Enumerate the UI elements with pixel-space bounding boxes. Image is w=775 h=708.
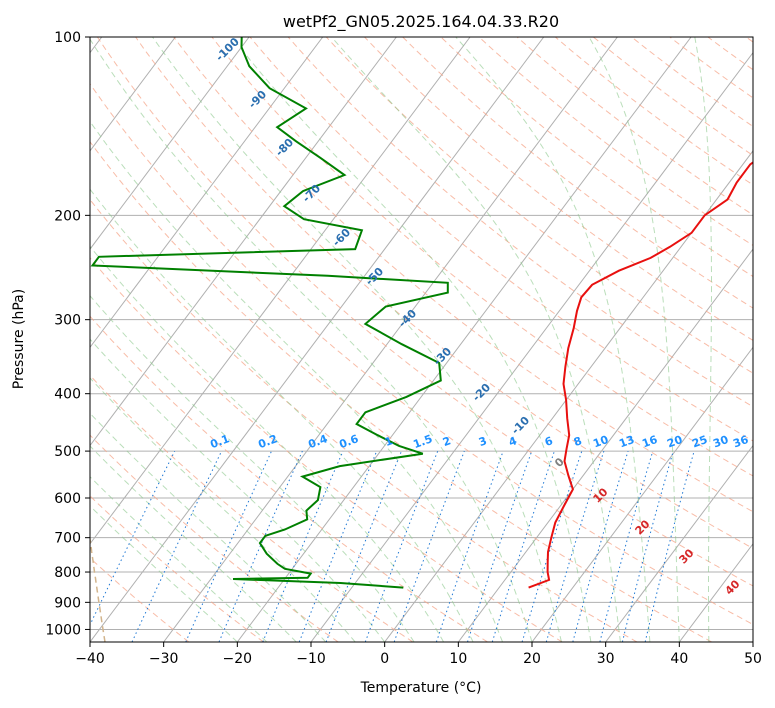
x-axis-tick-label: −20 <box>223 651 253 667</box>
x-axis-tick-label: 50 <box>744 651 762 667</box>
x-axis-tick-label: 30 <box>597 651 615 667</box>
moist-adiabat-line <box>90 505 238 642</box>
isotherm-line <box>90 37 545 642</box>
isotherm-line <box>310 51 753 642</box>
dry-adiabat-line <box>249 37 753 442</box>
dry-adiabat-line <box>211 37 753 477</box>
moist-adiabat-line <box>231 37 592 642</box>
x-axis-tick-label: 10 <box>449 651 467 667</box>
moist-adiabat-line <box>90 445 297 642</box>
x-axis-tick-label: −40 <box>75 651 105 667</box>
y-axis-tick-label: 700 <box>54 531 81 547</box>
isotherm-line <box>605 444 753 642</box>
mixing-ratio-line <box>521 450 583 642</box>
y-axis-tick-label: 300 <box>54 313 81 329</box>
x-axis-tick-label: 40 <box>670 651 688 667</box>
mixing-ratio-line <box>131 450 223 642</box>
dry-adiabat-line <box>90 83 753 625</box>
mixing-ratio-line <box>467 450 533 642</box>
isotherm-line <box>457 248 753 642</box>
mixing-ratio-label: 4 <box>507 434 519 449</box>
moist-adiabat-line <box>90 412 327 642</box>
moist-adiabat-line <box>455 37 651 642</box>
moist-adiabat-line <box>90 476 268 642</box>
dry-adiabat-line <box>90 256 563 642</box>
mixing-ratio-line <box>572 450 629 642</box>
moist-adiabat-line <box>90 120 503 642</box>
isotherm-line <box>90 37 250 250</box>
isotherm-line <box>236 37 692 642</box>
mixing-ratio-line <box>364 450 439 642</box>
mixing-ratio-line <box>545 450 605 642</box>
moist-adiabat-line <box>90 295 415 642</box>
dry-adiabat-line <box>135 37 753 550</box>
y-axis-tick-label: 600 <box>54 491 81 507</box>
mixing-ratio-label: 3 <box>477 434 489 449</box>
moist-adiabat-line <box>694 37 712 642</box>
mixing-ratio-label: 25 <box>690 433 709 450</box>
isotherm-line <box>90 37 324 349</box>
y-axis-tick-label: 200 <box>54 208 81 224</box>
y-axis-tick-label: 500 <box>54 444 81 460</box>
dry-adiabat-line <box>364 37 753 341</box>
dewpoint-profile-line <box>90 37 449 589</box>
moist-adiabat-line <box>152 37 562 642</box>
moist-adiabat-line <box>90 338 386 642</box>
y-axis-tick-label: 1000 <box>45 622 81 638</box>
mixing-ratio-line <box>491 450 555 642</box>
moist-adiabat-line <box>588 37 680 642</box>
dry-adiabat-line <box>402 37 753 309</box>
x-axis-tick-label: −10 <box>296 651 326 667</box>
isotherm-line <box>90 37 176 152</box>
ccl-curve-line <box>90 533 106 642</box>
x-axis-label: Temperature (°C) <box>360 680 482 696</box>
mixing-ratio-label: 2 <box>441 434 453 449</box>
isotherm-line <box>90 37 397 447</box>
chart-title: wetPf2_GN05.2025.164.04.33.R20 <box>283 12 559 32</box>
mixing-ratio-label: 1 <box>383 434 395 449</box>
dry-adiabat-line <box>90 374 414 642</box>
x-axis-tick-label: −30 <box>149 651 179 667</box>
mixing-ratio-label: 0.4 <box>306 432 329 451</box>
isotherm-line <box>384 150 753 642</box>
isotherm-line <box>531 346 753 642</box>
y-axis-tick-label: 400 <box>54 387 81 403</box>
mixing-ratio-label: 13 <box>617 433 636 450</box>
mixing-ratio-label: 0.2 <box>256 432 279 451</box>
mixing-ratio-line <box>325 450 402 642</box>
mixing-ratio-label: 30 <box>711 433 730 451</box>
dry-adiabat-line <box>96 37 753 587</box>
plot-area <box>90 37 753 642</box>
isotherm-line <box>163 37 618 642</box>
moist-adiabat-line <box>90 188 474 642</box>
temperature-profile-line <box>528 161 753 589</box>
mixing-ratio-label: 8 <box>572 434 584 449</box>
mixing-ratio-line <box>90 450 176 626</box>
dry-adiabat-line <box>90 198 638 642</box>
x-axis-tick-label: 20 <box>523 651 541 667</box>
y-axis-tick-label: 900 <box>54 595 81 611</box>
mixing-ratio-label: 16 <box>640 433 659 451</box>
moist-adiabat-line <box>90 38 533 642</box>
mixing-ratio-label: 0.1 <box>208 432 231 451</box>
mixing-ratio-label: 10 <box>591 433 610 451</box>
dry-adiabat-line <box>90 140 712 642</box>
moist-adiabat-line <box>331 37 621 642</box>
y-axis-label: Pressure (hPa) <box>11 289 27 389</box>
mixing-ratio-label: 36 <box>731 433 750 451</box>
y-axis-tick-label: 100 <box>54 30 81 46</box>
mixing-ratio-label: 1.5 <box>411 432 434 451</box>
mixing-ratio-label: 20 <box>665 433 684 451</box>
mixing-ratio-label: 6 <box>543 434 555 449</box>
mixing-ratio-label: 0.6 <box>337 432 360 451</box>
x-axis-tick-label: 0 <box>380 651 389 667</box>
y-axis-tick-label: 800 <box>54 565 81 581</box>
isotherm-line <box>90 37 471 545</box>
plot-frame <box>89 36 754 643</box>
